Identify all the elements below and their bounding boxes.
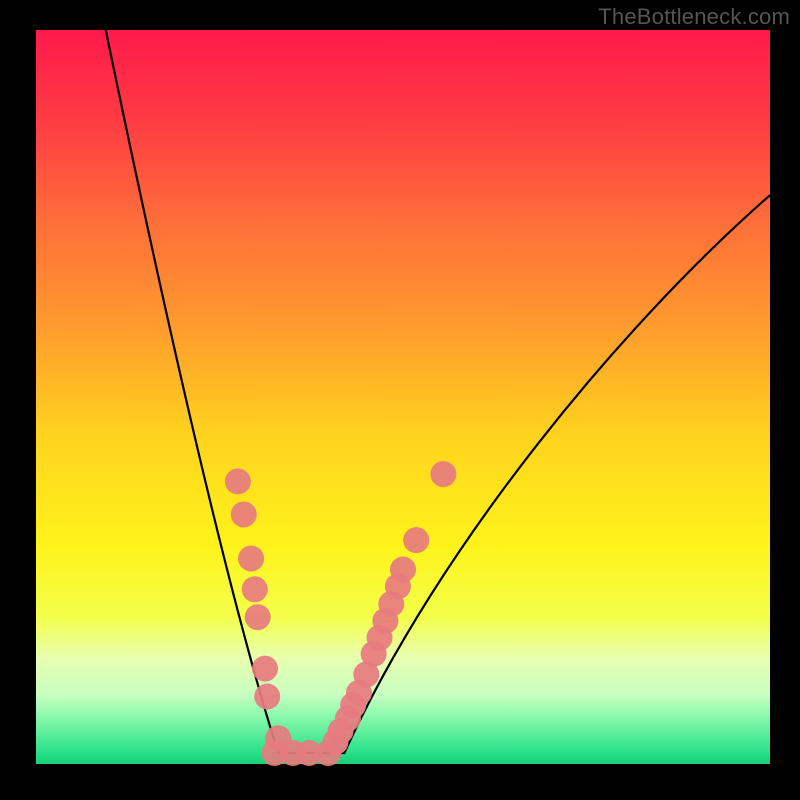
data-marker [238, 545, 264, 571]
data-marker [254, 683, 280, 709]
chart-stage: TheBottleneck.com [0, 0, 800, 800]
data-marker [403, 527, 429, 553]
data-marker [390, 556, 416, 582]
data-marker [225, 468, 251, 494]
data-marker [245, 604, 271, 630]
watermark-text: TheBottleneck.com [598, 4, 790, 30]
bottleneck-chart [0, 0, 800, 800]
data-marker [430, 461, 456, 487]
data-marker [242, 576, 268, 602]
data-marker [252, 656, 278, 682]
data-marker [231, 501, 257, 527]
plot-background [36, 30, 770, 764]
